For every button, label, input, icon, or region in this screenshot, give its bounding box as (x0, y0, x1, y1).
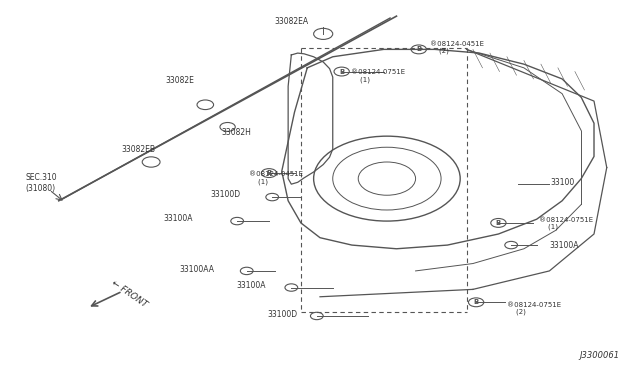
Text: J3300061: J3300061 (579, 350, 620, 359)
Text: 33100D: 33100D (210, 190, 241, 199)
Text: 33082EA: 33082EA (275, 17, 308, 26)
Text: ®08124-0751E
    (2): ®08124-0751E (2) (507, 302, 561, 315)
Text: SEC.310
(31080): SEC.310 (31080) (25, 173, 57, 193)
Text: B: B (496, 220, 501, 226)
Text: 33100D: 33100D (268, 310, 298, 319)
Text: ®08124-0751E
    (1): ®08124-0751E (1) (351, 69, 404, 83)
Text: ← FRONT: ← FRONT (109, 279, 148, 310)
Text: 33100A: 33100A (236, 281, 266, 290)
Text: B: B (266, 170, 271, 176)
Text: 33100AA: 33100AA (180, 264, 215, 273)
Text: B: B (339, 68, 344, 74)
Text: ®08124-0451E
    (2): ®08124-0451E (2) (429, 41, 484, 54)
Text: B: B (416, 46, 421, 52)
Text: 33082E: 33082E (165, 76, 195, 85)
Text: B: B (474, 299, 479, 305)
Text: 33100: 33100 (550, 178, 575, 187)
Text: ®08124-0451E
    (1): ®08124-0451E (1) (248, 171, 303, 185)
Text: 33082EB: 33082EB (122, 145, 156, 154)
Text: 33100A: 33100A (549, 241, 579, 250)
Text: ®08124-0751E
    (1): ®08124-0751E (1) (539, 217, 593, 230)
Text: 33100A: 33100A (163, 214, 193, 222)
Text: 33082H: 33082H (221, 128, 251, 137)
